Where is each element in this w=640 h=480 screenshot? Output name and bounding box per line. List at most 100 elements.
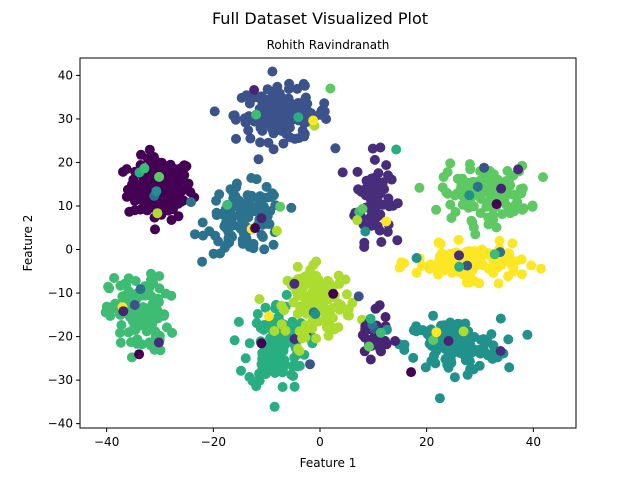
scatter-point	[197, 256, 208, 267]
scatter-point	[150, 224, 160, 235]
scatter-point	[138, 188, 148, 198]
scatter-point	[475, 208, 486, 219]
scatter-point	[536, 263, 546, 274]
scatter-point	[376, 237, 387, 247]
scatter-point	[250, 223, 261, 234]
scatter-point	[381, 216, 392, 227]
scatter-point	[488, 214, 499, 225]
scatter-point	[116, 320, 127, 330]
scatter-point	[189, 229, 200, 240]
scatter-point	[375, 142, 386, 153]
scatter-point	[186, 197, 196, 208]
scatter-point	[129, 300, 140, 310]
scatter-point	[142, 324, 153, 334]
scatter-point	[222, 199, 233, 210]
x-tick-label: 40	[526, 435, 541, 449]
scatter-point	[512, 196, 523, 207]
scatter-point	[268, 239, 279, 250]
scatter-point	[295, 104, 306, 115]
scatter-point	[240, 117, 251, 128]
scatter-point	[319, 98, 330, 109]
scatter-point	[245, 133, 256, 144]
scatter-point	[204, 226, 215, 237]
scatter-point	[445, 199, 456, 210]
scatter-point	[428, 335, 439, 345]
scatter-point	[249, 85, 260, 95]
scatter-point	[132, 179, 143, 190]
scatter-point	[298, 282, 309, 293]
scatter-point	[491, 222, 502, 233]
scatter-point	[453, 234, 464, 245]
scatter-point	[263, 311, 274, 322]
y-tick-label: 30	[58, 112, 73, 126]
scatter-point	[414, 182, 425, 193]
scatter-point	[158, 180, 169, 191]
scatter-point	[330, 143, 341, 154]
scatter-point	[228, 110, 239, 121]
scatter-point	[233, 316, 244, 327]
scatter-point	[359, 332, 370, 343]
y-tick-label: 40	[58, 68, 73, 82]
scatter-point	[277, 382, 288, 392]
scatter-point	[134, 349, 145, 360]
scatter-point	[152, 208, 163, 219]
scatter-point	[352, 166, 363, 177]
scatter-point	[392, 198, 403, 209]
y-tick-label: −20	[48, 330, 73, 344]
scatter-point	[327, 303, 338, 314]
y-tick-label: −30	[48, 373, 73, 387]
scatter-point	[280, 325, 291, 336]
scatter-point	[286, 369, 297, 380]
scatter-point	[148, 314, 159, 324]
scatter-point	[292, 261, 303, 272]
scatter-point	[527, 201, 538, 212]
scatter-point	[489, 189, 500, 200]
scatter-point	[442, 359, 453, 370]
figure-suptitle: Full Dataset Visualized Plot	[212, 9, 428, 28]
scatter-point	[118, 166, 128, 177]
scatter-point	[264, 219, 275, 230]
scatter-point	[451, 340, 462, 351]
scatter-points	[100, 66, 548, 412]
scatter-point	[502, 166, 513, 176]
scatter-point	[443, 336, 454, 346]
chart-title: Rohith Ravindranath	[267, 38, 390, 52]
scatter-point	[454, 250, 464, 261]
x-axis-ticks: −40 −20 0 20 40	[94, 428, 541, 449]
scatter-point	[516, 188, 527, 199]
scatter-point	[274, 343, 285, 354]
scatter-point	[172, 192, 183, 203]
scatter-point	[243, 212, 254, 223]
x-tick-label: 20	[419, 435, 434, 449]
scatter-point	[167, 168, 178, 179]
scatter-point	[375, 327, 386, 338]
scatter-point	[369, 154, 380, 165]
scatter-point	[336, 300, 347, 311]
scatter-point	[476, 194, 486, 204]
scatter-point	[259, 349, 270, 360]
scatter-point	[244, 372, 255, 382]
scatter-point	[150, 200, 161, 211]
x-tick-label: 0	[316, 435, 324, 449]
scatter-point	[526, 260, 537, 271]
scatter-point	[281, 289, 292, 300]
scatter-point	[166, 290, 177, 301]
scatter-point	[209, 106, 220, 117]
scatter-point	[411, 267, 422, 278]
y-tick-label: 0	[65, 243, 73, 257]
scatter-point	[251, 174, 262, 185]
scatter-point	[474, 278, 485, 289]
scatter-point	[286, 202, 297, 213]
scatter-point	[255, 322, 266, 333]
scatter-point	[399, 345, 410, 355]
scatter-point	[141, 303, 152, 314]
scatter-point	[481, 201, 492, 212]
scatter-point	[310, 309, 321, 319]
y-axis-ticks: −40 −30 −20 −10 0 10 20 30 40	[48, 68, 80, 431]
scatter-point	[446, 262, 457, 272]
scatter-point	[118, 306, 129, 317]
scatter-point	[370, 206, 381, 217]
scatter-point	[360, 190, 371, 201]
scatter-point	[383, 170, 393, 181]
scatter-point	[257, 232, 268, 242]
